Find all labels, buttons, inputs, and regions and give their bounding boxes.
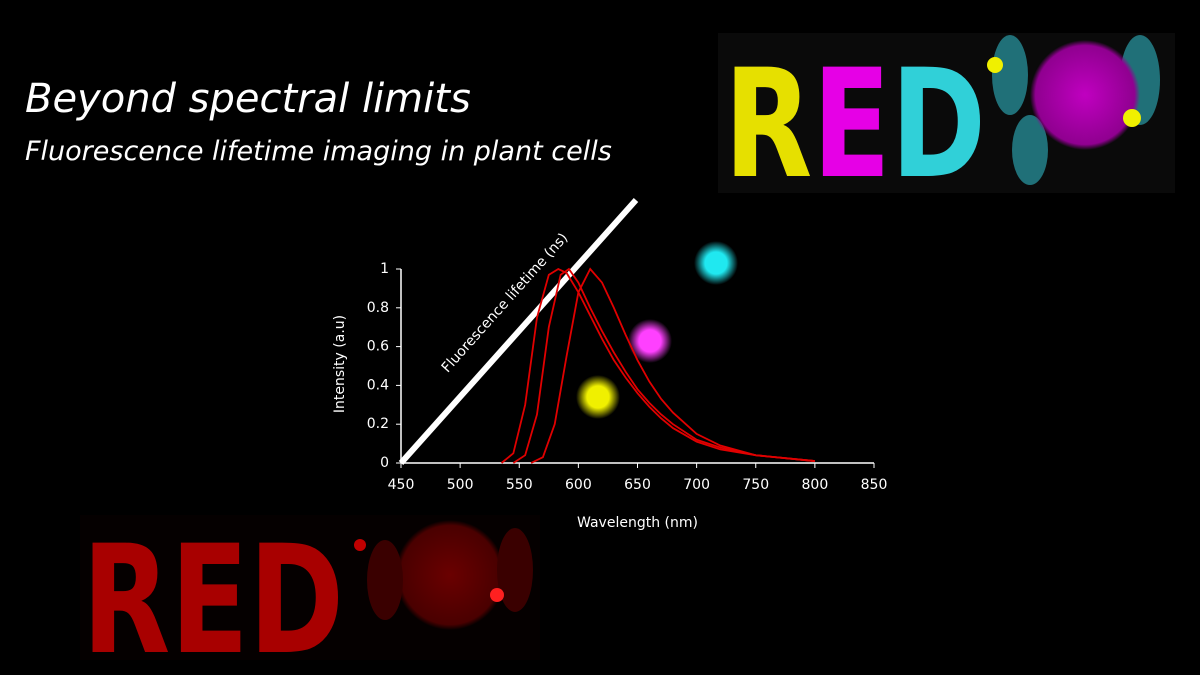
y-tick-label: 0.6 (367, 339, 389, 355)
cell (987, 57, 1003, 73)
x-tick-label: 500 (447, 477, 474, 493)
cell (490, 588, 504, 602)
x-tick-label: 750 (742, 477, 769, 493)
cell (992, 35, 1028, 115)
x-tick-label: 600 (565, 477, 592, 493)
cell (1030, 40, 1140, 150)
lifetime-dot (694, 241, 738, 285)
image-text: RED (724, 38, 986, 212)
lifetime-axis (398, 198, 639, 465)
spectrum-line (530, 267, 815, 464)
x-tick-label: 450 (388, 477, 415, 493)
cell (395, 520, 505, 630)
image-text: RED (82, 514, 344, 675)
slide-subtitle: Fluorescence lifetime imaging in plant c… (25, 136, 612, 167)
y-axis-label: Intensity (a.u) (332, 315, 348, 413)
x-tick-label: 650 (624, 477, 651, 493)
x-tick-label: 850 (861, 477, 888, 493)
bottom-image: RED (80, 514, 540, 675)
lifetime-dot (576, 375, 620, 419)
y-tick-label: 0 (380, 455, 389, 471)
cell (354, 539, 366, 551)
y-tick-label: 0.4 (367, 377, 389, 393)
cell (497, 528, 533, 612)
y-tick-label: 0.2 (367, 416, 389, 432)
cell (1123, 109, 1141, 127)
x-tick-label: 800 (802, 477, 829, 493)
top-image: RED (718, 33, 1175, 212)
x-tick-label: 700 (683, 477, 710, 493)
cell (367, 540, 403, 620)
x-tick-label: 550 (506, 477, 533, 493)
spectrum-line (500, 267, 815, 464)
x-axis-label: Wavelength (nm) (577, 515, 698, 531)
cell (1012, 115, 1048, 185)
y-tick-label: 1 (380, 261, 389, 277)
spectrum-line (512, 267, 815, 464)
slide-title: Beyond spectral limits (25, 76, 471, 122)
y-tick-label: 0.8 (367, 300, 389, 316)
lifetime-dot (628, 319, 672, 363)
